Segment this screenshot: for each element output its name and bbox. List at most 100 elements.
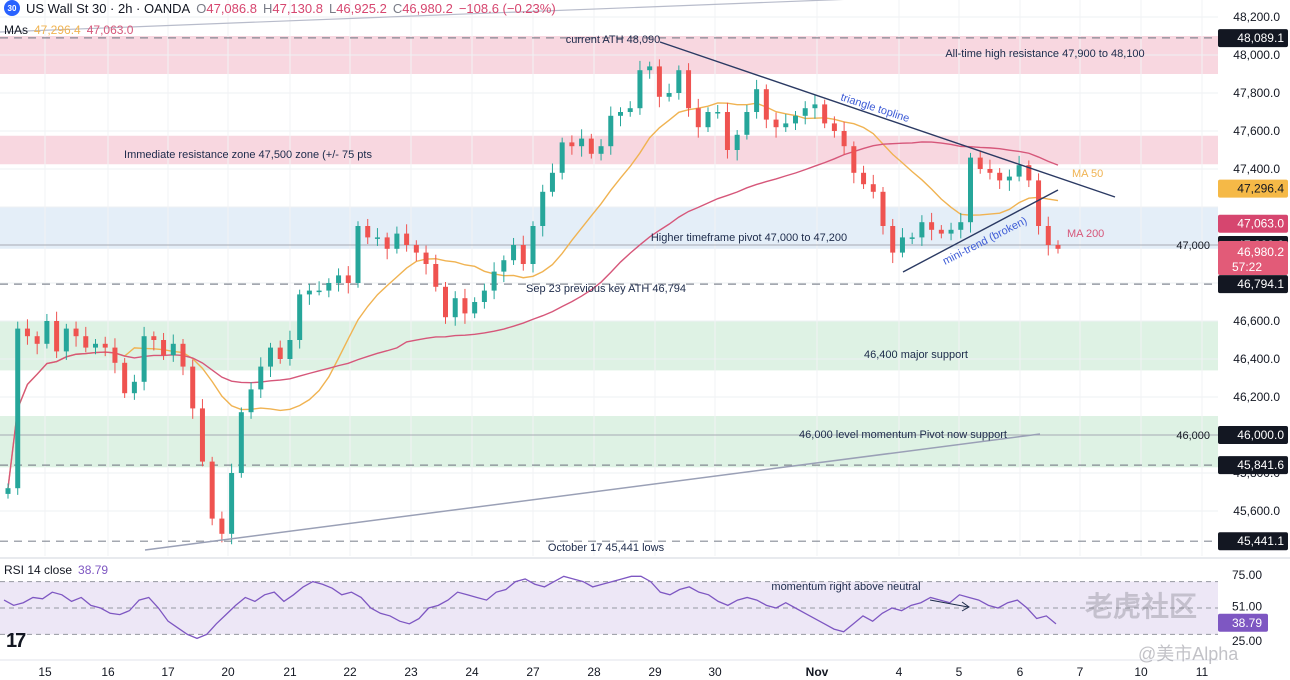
tag-ma200: 47,063.0 <box>1237 217 1284 231</box>
candle-body <box>365 226 371 238</box>
time-tick-10: 29 <box>648 665 662 679</box>
candle-body <box>744 112 750 135</box>
close-label: C <box>392 0 403 16</box>
symbol-title[interactable]: US Wall St 30 · 2h · OANDA <box>26 0 191 16</box>
candle-body <box>452 298 458 318</box>
candle-body <box>715 112 721 114</box>
time-tick-9: 28 <box>587 665 601 679</box>
symbol-badge-icon[interactable]: 30 <box>4 0 20 16</box>
candle-body <box>413 245 419 253</box>
watermark-text: 老虎社区 <box>1085 591 1198 622</box>
tag-ath-bg <box>1218 29 1288 48</box>
candle-body <box>851 146 857 173</box>
candle-body <box>598 146 604 154</box>
tag-46000: 46,000.0 <box>1237 428 1284 442</box>
candle-body <box>647 66 653 71</box>
tag-ma50: 47,296.4 <box>1237 182 1284 196</box>
candle-body <box>511 245 517 261</box>
candle-body <box>238 412 244 473</box>
time-tick-5: 22 <box>343 665 357 679</box>
rsi-annotation-arrow <box>929 599 969 608</box>
candle-body <box>1026 165 1032 181</box>
candle-body <box>63 328 69 352</box>
candle-body <box>423 252 429 264</box>
candle-body <box>1036 180 1042 226</box>
low-value: 46,925.2 <box>336 0 387 16</box>
candle-body <box>180 343 186 367</box>
price-tick-8: 46,200.0 <box>1233 390 1280 404</box>
time-tick-12: Nov <box>806 665 829 679</box>
tradingview-logo-icon[interactable]: 17 <box>6 630 26 652</box>
candle-body <box>219 518 225 534</box>
high-label: H <box>262 0 273 16</box>
candle-body <box>277 347 283 359</box>
rsi-value: 38.79 <box>78 563 109 577</box>
candle-body <box>248 389 254 413</box>
candle-body <box>190 366 196 409</box>
candle-body <box>258 366 264 390</box>
candle-body <box>987 169 993 173</box>
time-tick-1: 16 <box>101 665 115 679</box>
candle-body <box>44 321 50 344</box>
tag-ma200-bg <box>1218 214 1288 233</box>
rsi-tick-2: 25.00 <box>1232 634 1262 648</box>
candle-body <box>802 108 808 116</box>
candle-body <box>695 108 701 128</box>
candle-body <box>890 226 896 253</box>
candle-body <box>968 157 973 223</box>
zone-4 <box>0 416 1218 468</box>
tag-sep23: 46,794.1 <box>1237 277 1284 291</box>
rsi-line <box>3 575 1057 640</box>
price-tick-3: 47,600.0 <box>1233 124 1280 138</box>
candle-body <box>374 237 380 239</box>
zone-label-2: Higher timeframe pivot 47,000 to 47,200 <box>651 232 847 244</box>
time-tick-15: 6 <box>1017 665 1024 679</box>
candle-body <box>588 138 594 154</box>
candle-body <box>472 302 478 314</box>
candle-body <box>841 131 847 147</box>
rsi-annotation: momentum right above neutral <box>771 581 920 593</box>
zone-label-4: 46,000 level momentum Pivot now support <box>799 429 1007 441</box>
candle-body <box>909 237 915 239</box>
candle-body <box>948 229 954 234</box>
candle-body <box>209 461 215 519</box>
candle-body <box>355 226 361 283</box>
candle-body <box>1006 176 1012 181</box>
candle-body <box>24 328 30 337</box>
candle-body <box>34 336 40 344</box>
open-value: 47,086.8 <box>206 0 257 16</box>
time-tick-18: 11 <box>1196 665 1209 679</box>
level-axis-label-1: 46,000 <box>1176 430 1210 442</box>
rsi-legend[interactable]: RSI 14 close 38.79 <box>4 563 108 577</box>
candle-body <box>1016 165 1022 177</box>
candle-body <box>870 184 876 192</box>
candle-body <box>336 275 342 283</box>
candle-body <box>491 271 497 291</box>
ma-legend[interactable]: MAs 47,296.4 47,063.0 <box>4 23 133 37</box>
candle-body <box>618 112 623 116</box>
price-axis-bg <box>1218 0 1290 680</box>
level-label-0: current ATH 48,090 <box>566 34 661 46</box>
candle-body <box>54 321 60 352</box>
rising-trendline <box>144 433 1041 551</box>
time-tick-8: 27 <box>526 665 540 679</box>
candle-body <box>530 226 536 264</box>
time-tick-6: 23 <box>404 665 418 679</box>
candle-body <box>287 340 293 359</box>
candle-body <box>404 233 410 245</box>
price-tick-6: 46,600.0 <box>1233 314 1280 328</box>
price-tick-4: 47,400.0 <box>1233 162 1280 176</box>
time-tick-7: 24 <box>465 665 479 679</box>
ma50-legend-value: 47,296.4 <box>34 23 81 37</box>
mini-trendline <box>902 189 1059 273</box>
candle-body <box>1045 226 1051 245</box>
tag-sep23-bg <box>1218 275 1288 294</box>
candle-body <box>861 172 867 185</box>
candle-body <box>977 157 983 169</box>
candle-body <box>997 172 1003 181</box>
zone-label-3: 46,400 major support <box>864 349 968 361</box>
candle-body <box>326 283 332 291</box>
candle-body <box>316 290 322 293</box>
tag-countdown: 57:22 <box>1232 260 1262 274</box>
